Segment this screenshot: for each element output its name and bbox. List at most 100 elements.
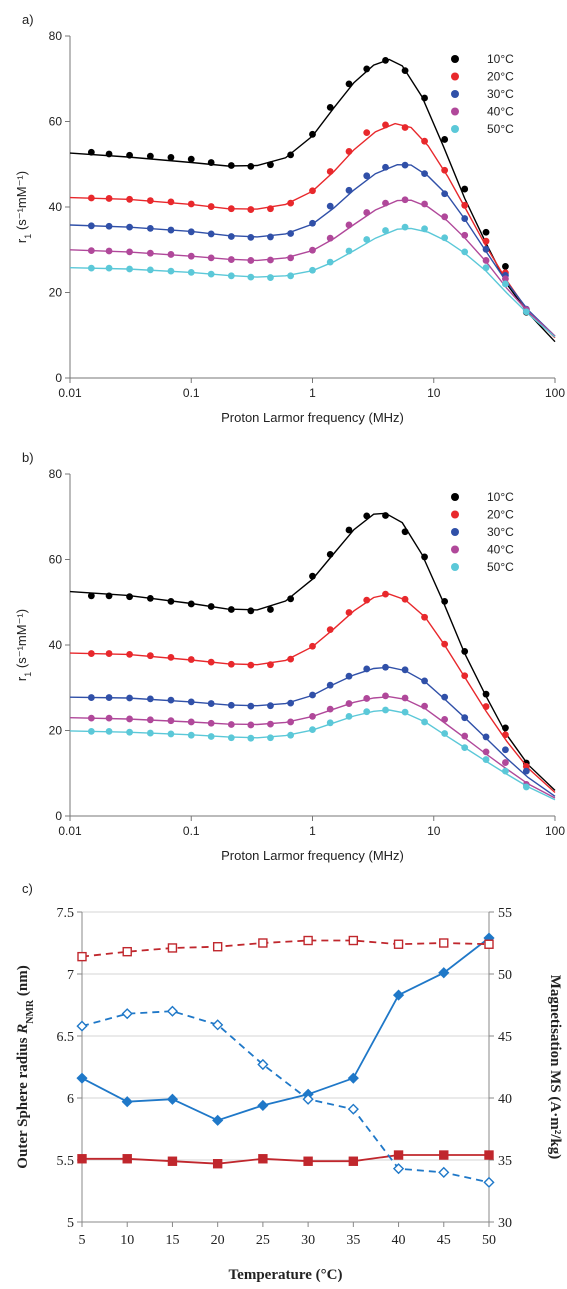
data-point xyxy=(461,714,469,722)
data-point xyxy=(502,263,509,270)
series-line xyxy=(81,1010,490,1184)
data-point xyxy=(227,701,235,709)
data-point xyxy=(502,746,509,754)
data-point xyxy=(207,230,215,238)
data-point xyxy=(247,273,255,281)
data-point xyxy=(167,597,175,605)
x-tick-label: 25 xyxy=(256,1233,270,1248)
data-point xyxy=(247,721,255,729)
data-point xyxy=(187,155,195,163)
data-point xyxy=(126,715,133,723)
data-point xyxy=(401,528,409,536)
left-tick-label: 5.5 xyxy=(57,1154,75,1169)
y-axis-title-sub: 1 xyxy=(23,672,33,677)
data-point xyxy=(421,137,428,145)
data-point xyxy=(441,693,449,701)
series-10°C xyxy=(69,512,556,791)
data-point xyxy=(267,661,274,669)
data-point xyxy=(247,233,255,241)
x-tick-label: 15 xyxy=(165,1233,179,1248)
data-point xyxy=(502,731,509,739)
data-point xyxy=(363,209,371,216)
data-point xyxy=(167,653,175,661)
data-point xyxy=(267,702,274,710)
data-point xyxy=(326,719,334,727)
y-axis-title-main: r xyxy=(14,676,29,681)
data-point xyxy=(309,691,316,699)
x-axis-title: Proton Larmor frequency (MHz) xyxy=(221,410,404,425)
data-point xyxy=(187,731,195,739)
data-point xyxy=(146,152,154,160)
x-tick-label: 0.1 xyxy=(183,386,200,400)
data-point xyxy=(87,222,95,230)
fit-curve xyxy=(69,593,556,794)
series-1 xyxy=(76,932,495,1126)
data-point xyxy=(441,213,449,221)
data-point xyxy=(267,274,274,281)
data-point xyxy=(502,275,509,283)
data-point xyxy=(326,258,334,266)
data-point xyxy=(461,744,469,751)
series-40°C xyxy=(69,692,556,799)
panel-b-r1-vs-frequency: b) 0 20 40 60 80 0.01 0.1 1 10 100 Proton Larmor fr… xyxy=(14,450,565,863)
legend-label: 20°C xyxy=(487,70,514,84)
data-point xyxy=(461,231,469,239)
data-point xyxy=(227,734,235,742)
data-point xyxy=(287,151,295,159)
data-point xyxy=(146,695,154,703)
x-tick-label: 100 xyxy=(545,824,565,838)
legend-label: 40°C xyxy=(487,543,514,557)
data-point xyxy=(105,264,113,272)
data-point xyxy=(207,203,215,210)
legend-marker xyxy=(451,528,459,536)
data-point xyxy=(401,666,409,674)
data-point xyxy=(105,727,113,735)
data-marker xyxy=(166,1005,179,1017)
data-point xyxy=(461,215,469,222)
fit-curve xyxy=(69,709,556,801)
data-point xyxy=(87,694,95,701)
data-point xyxy=(502,759,509,766)
series-20°C xyxy=(69,590,556,794)
data-point xyxy=(502,280,509,288)
left-tick-label: 5 xyxy=(67,1216,74,1231)
data-point xyxy=(187,698,195,706)
series-2 xyxy=(77,935,494,962)
right-tick-label: 50 xyxy=(498,968,512,983)
right-tick-label: 55 xyxy=(498,906,512,921)
legend-marker xyxy=(451,510,459,519)
legend-label: 40°C xyxy=(487,105,514,119)
data-point xyxy=(126,151,133,159)
data-marker xyxy=(347,1072,359,1084)
data-point xyxy=(146,266,154,274)
data-marker xyxy=(212,1019,224,1031)
data-point xyxy=(146,595,154,602)
data-point xyxy=(502,724,509,732)
legend-marker xyxy=(451,545,459,554)
data-point xyxy=(227,162,235,169)
data-point xyxy=(441,715,449,723)
data-point xyxy=(187,228,195,236)
legend-label: 20°C xyxy=(487,508,514,522)
data-point xyxy=(326,681,334,689)
data-point xyxy=(363,665,371,673)
data-point xyxy=(345,609,353,616)
data-point xyxy=(309,187,316,195)
data-marker xyxy=(438,1166,450,1178)
series-0 xyxy=(77,1150,494,1169)
data-point xyxy=(421,200,428,208)
data-point xyxy=(482,690,490,698)
right-tick-label: 45 xyxy=(498,1030,512,1045)
x-tick-label: 0.1 xyxy=(183,824,200,838)
y-tick-label: 20 xyxy=(49,286,63,300)
data-point xyxy=(345,700,353,707)
right-tick-label: 35 xyxy=(498,1154,512,1169)
data-point xyxy=(126,248,133,256)
data-point xyxy=(401,595,409,603)
data-point xyxy=(382,663,389,671)
data-point xyxy=(207,254,215,262)
data-marker xyxy=(167,1156,178,1166)
data-point xyxy=(187,718,195,726)
y-tick-label: 20 xyxy=(49,724,63,738)
